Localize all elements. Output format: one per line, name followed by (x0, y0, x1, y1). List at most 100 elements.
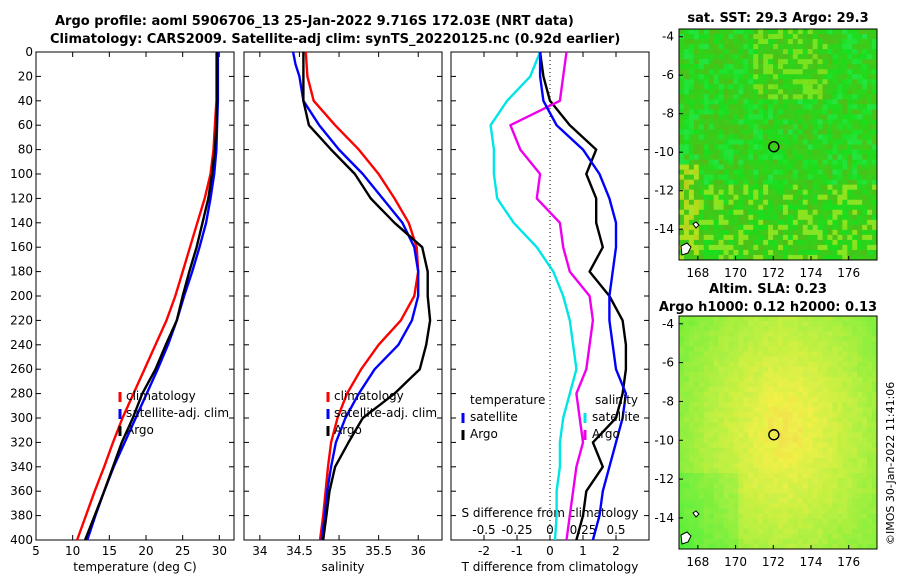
map-cell (753, 452, 759, 459)
map-cell (768, 321, 774, 327)
map-cell (792, 234, 799, 241)
map-cell (797, 467, 804, 474)
depth-tick-label: 180 (10, 265, 33, 279)
map-cell (778, 326, 784, 332)
map-cell (797, 194, 804, 201)
map-cell (708, 452, 715, 459)
map-cell (703, 498, 710, 504)
map-cell (822, 478, 828, 484)
map-cell (787, 407, 794, 413)
map-cell (679, 234, 685, 241)
map-cell (728, 366, 734, 373)
map-cell (872, 219, 878, 226)
map-cell (703, 346, 710, 352)
map-cell (847, 316, 853, 322)
map-cell (778, 179, 784, 186)
map-cell (787, 386, 794, 393)
map-cell (679, 79, 685, 85)
map-cell (852, 229, 858, 236)
map-cell (758, 84, 764, 90)
map-cell (713, 219, 719, 226)
map-cell (748, 391, 754, 398)
map-cell (857, 64, 863, 70)
map-cell (782, 249, 789, 256)
map-cell (792, 361, 799, 368)
map-cell (837, 159, 843, 165)
map-cell (679, 239, 685, 246)
map-cell (787, 543, 794, 550)
map-cell (758, 437, 764, 444)
map-cell (733, 99, 739, 105)
map-cell (693, 189, 700, 196)
map-cell (802, 139, 809, 145)
map-cell (817, 129, 823, 135)
map-cell (832, 397, 838, 403)
map-cell (748, 119, 754, 125)
map-cell (842, 249, 848, 256)
map-cell (827, 493, 833, 499)
map-cell (718, 134, 724, 140)
map-cell (723, 523, 729, 530)
map-cell (852, 184, 858, 191)
map-cell (807, 119, 814, 125)
map-cell (807, 114, 814, 120)
map-cell (822, 381, 828, 388)
map-cell (778, 29, 784, 35)
map-cell (797, 174, 804, 181)
map-cell (768, 119, 774, 125)
map-cell (738, 59, 744, 65)
map-cell (832, 523, 838, 530)
map-cell (679, 478, 685, 484)
map-cell (778, 114, 784, 120)
map-cell (713, 538, 719, 545)
map-cell (837, 104, 843, 110)
map-cell (713, 194, 719, 201)
map-cell (797, 371, 804, 378)
map-x-tick-label: 168 (686, 555, 709, 569)
map-cell (723, 432, 729, 438)
map-cell (782, 244, 789, 251)
map-cell (787, 234, 794, 241)
map-cell (703, 134, 710, 140)
map-cell (797, 129, 804, 135)
map-cell (832, 169, 838, 176)
map-cell (753, 89, 759, 95)
map-cell (852, 59, 858, 65)
map-cell (872, 326, 878, 332)
map-cell (822, 397, 828, 403)
map-cell (847, 528, 853, 535)
map-cell (852, 467, 858, 474)
map-cell (812, 513, 818, 520)
map-cell (787, 124, 794, 130)
map-cell (787, 84, 794, 90)
map-cell (748, 59, 754, 65)
map-cell (683, 229, 690, 236)
map-cell (738, 513, 744, 520)
map-cell (792, 321, 799, 327)
map-cell (857, 129, 863, 135)
map-cell (713, 94, 719, 100)
map-cell (842, 49, 848, 55)
map-cell (797, 447, 804, 454)
map-cell (758, 381, 764, 388)
map-cell (703, 144, 710, 150)
map-cell (763, 508, 769, 514)
map-cell (827, 59, 833, 65)
map-cell (847, 154, 853, 160)
map-cell (693, 114, 700, 120)
map-cell (748, 538, 754, 545)
map-cell (703, 149, 710, 155)
map-cell (713, 244, 719, 251)
map-cell (837, 442, 843, 449)
map-cell (827, 39, 833, 45)
map-cell (753, 478, 759, 484)
map-cell (718, 79, 724, 85)
map-cell (778, 391, 784, 398)
map-cell (822, 407, 828, 413)
map-cell (778, 447, 784, 454)
map-cell (792, 74, 799, 80)
map-cell (842, 391, 848, 398)
map-cell (698, 249, 705, 256)
map-cell (773, 528, 779, 535)
map-cell (688, 224, 695, 231)
